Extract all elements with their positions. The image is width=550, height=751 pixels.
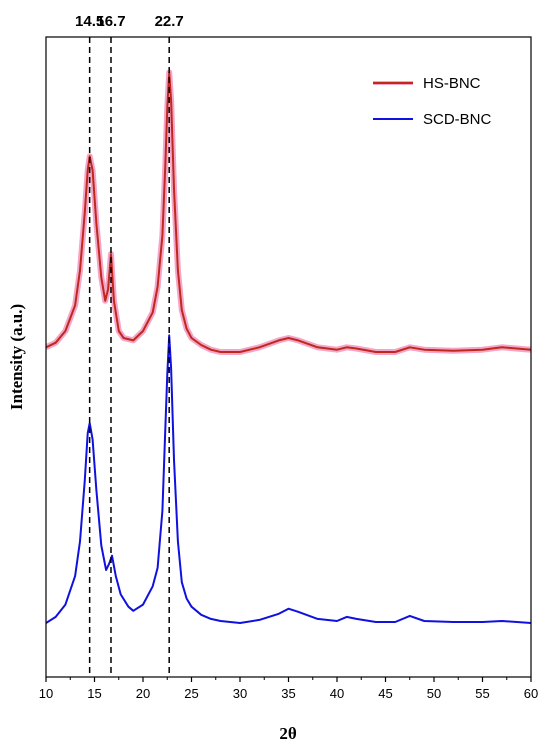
x-tick-label: 15 [87,686,101,701]
x-tick-label: 35 [281,686,295,701]
x-tick-label: 40 [330,686,344,701]
series-line-hs-bnc [46,71,531,353]
legend-label-hs-bnc: HS-BNC [423,75,481,92]
x-tick-label: 50 [427,686,441,701]
y-axis-title: Intensity (a.u.) [7,304,26,410]
x-axis-title: 2θ [279,724,297,743]
peak-marker-layer: 14.516.7 22.7 [75,13,184,677]
x-tick-label: 30 [233,686,247,701]
peak-marker-label: 22.7 [155,13,184,30]
x-axis-ticks: 10 15 20 25 30 35 40 45 50 55 60 [39,677,538,701]
x-tick-label: 25 [184,686,198,701]
x-tick-label: 60 [524,686,538,701]
x-tick-label: 45 [378,686,392,701]
series-layer [46,69,531,624]
peak-marker-label: 14.5 [75,13,104,30]
plot-frame [45,36,532,678]
legend-label-scd-bnc: SCD-BNC [423,111,492,128]
x-tick-label: 55 [475,686,489,701]
peak-marker-label: 16.7 [96,13,125,30]
x-tick-label: 20 [136,686,150,701]
legend: HS-BNC SCD-BNC [373,75,492,128]
x-tick-label: 10 [39,686,53,701]
series-line-scd-bnc [46,334,531,624]
